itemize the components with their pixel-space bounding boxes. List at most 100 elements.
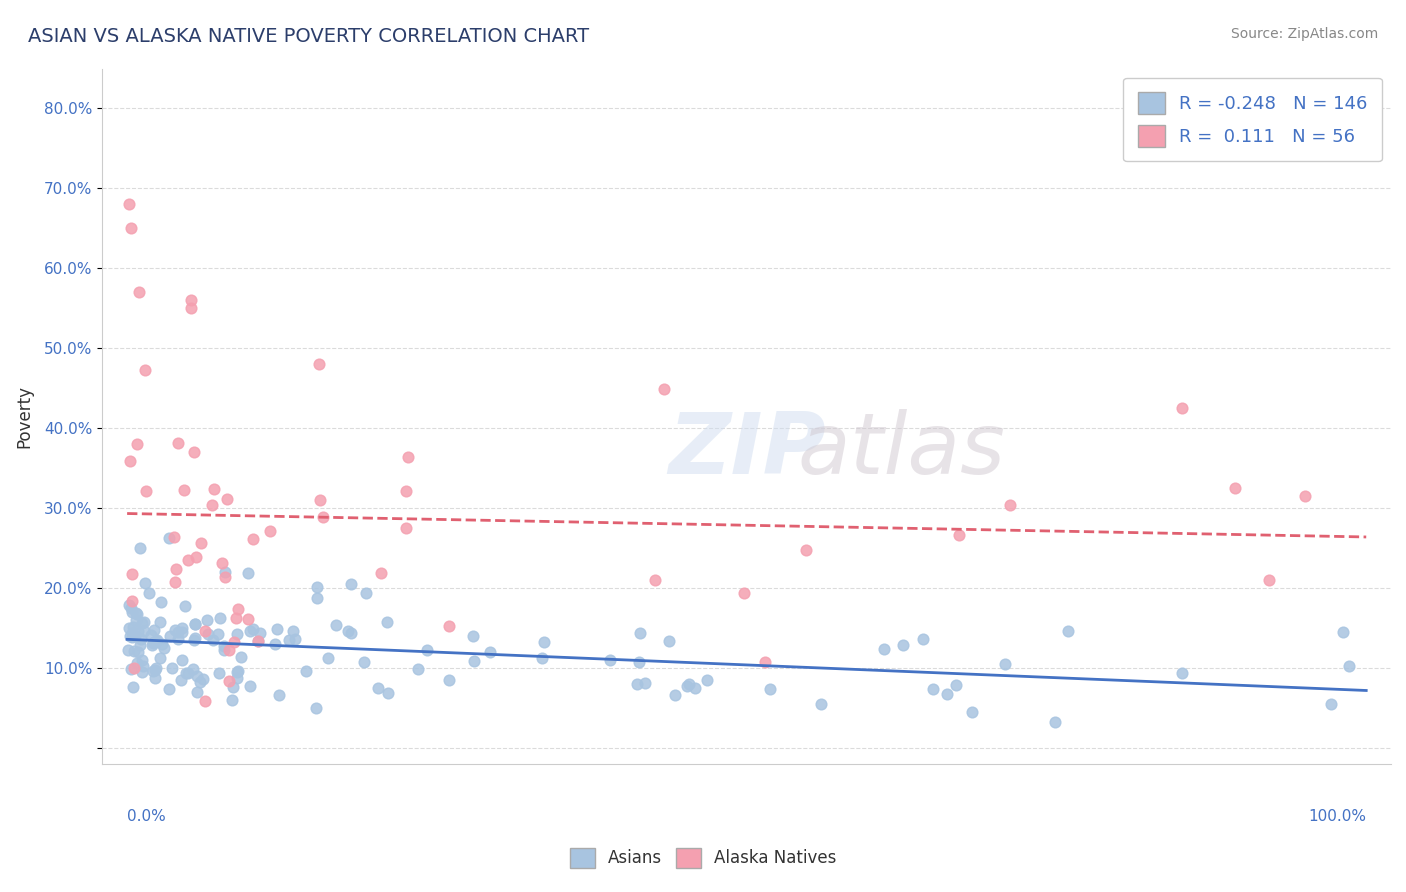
Point: [644, 573, 666, 587]
Point: [118, 454, 141, 468]
Point: [316, 651, 339, 665]
Point: [266, 622, 288, 636]
Point: [159, 629, 181, 643]
Point: [118, 621, 141, 635]
Point: [143, 624, 166, 638]
Point: [120, 600, 142, 615]
Point: [150, 595, 173, 609]
Point: [1171, 666, 1194, 681]
Point: [1223, 481, 1246, 495]
Point: [149, 650, 172, 665]
Point: [218, 643, 240, 657]
Point: [239, 679, 262, 693]
Point: [1171, 401, 1194, 416]
Legend: R = -0.248   N = 146, R =  0.111   N = 56: R = -0.248 N = 146, R = 0.111 N = 56: [1123, 78, 1382, 161]
Point: [634, 675, 657, 690]
Point: [935, 687, 957, 701]
Point: [125, 613, 148, 627]
Point: [531, 651, 554, 665]
Point: [626, 676, 648, 690]
Point: [204, 483, 226, 497]
Point: [225, 627, 247, 641]
Point: [356, 586, 378, 600]
Point: [143, 663, 166, 677]
Point: [135, 484, 157, 499]
Point: [226, 601, 249, 615]
Point: [308, 357, 330, 371]
Point: [174, 599, 197, 613]
Point: [117, 643, 139, 657]
Point: [149, 615, 172, 629]
Point: [683, 681, 706, 695]
Point: [142, 636, 165, 650]
Point: [246, 633, 269, 648]
Point: [370, 566, 392, 580]
Point: [201, 498, 224, 512]
Point: [128, 541, 150, 555]
Point: [658, 634, 681, 648]
Point: [758, 681, 780, 696]
Point: [794, 543, 817, 558]
Text: atlas: atlas: [797, 409, 1005, 492]
Point: [131, 615, 153, 630]
Point: [166, 624, 188, 639]
Point: [395, 521, 418, 535]
Point: [214, 565, 236, 579]
Point: [124, 629, 146, 643]
Point: [186, 684, 208, 698]
Point: [170, 621, 193, 635]
Point: [652, 382, 675, 396]
Point: [131, 665, 153, 680]
Point: [478, 645, 501, 659]
Point: [167, 632, 190, 647]
Point: [184, 616, 207, 631]
Point: [118, 598, 141, 612]
Point: [201, 633, 224, 648]
Point: [226, 671, 249, 685]
Point: [121, 626, 143, 640]
Point: [533, 635, 555, 649]
Point: [117, 197, 139, 211]
Point: [912, 632, 935, 647]
Point: [461, 629, 484, 643]
Point: [183, 633, 205, 648]
Point: [810, 698, 832, 712]
Text: 0.0%: 0.0%: [127, 809, 166, 824]
Point: [264, 637, 287, 651]
Point: [121, 605, 143, 619]
Text: Source: ZipAtlas.com: Source: ZipAtlas.com: [1230, 27, 1378, 41]
Point: [375, 615, 398, 629]
Point: [242, 622, 264, 636]
Point: [142, 664, 165, 678]
Point: [664, 688, 686, 702]
Point: [134, 576, 156, 591]
Point: [125, 657, 148, 671]
Point: [398, 450, 420, 464]
Point: [222, 680, 245, 694]
Point: [945, 678, 967, 692]
Point: [873, 642, 896, 657]
Point: [225, 610, 247, 624]
Point: [180, 293, 202, 308]
Point: [120, 662, 142, 676]
Point: [184, 631, 207, 645]
Point: [128, 639, 150, 653]
Point: [214, 639, 236, 653]
Point: [180, 301, 202, 316]
Point: [139, 628, 162, 642]
Point: [118, 629, 141, 643]
Point: [283, 632, 305, 646]
Point: [181, 662, 204, 676]
Point: [960, 705, 983, 719]
Text: ASIAN VS ALASKA NATIVE POVERTY CORRELATION CHART: ASIAN VS ALASKA NATIVE POVERTY CORRELATI…: [28, 27, 589, 45]
Point: [305, 701, 328, 715]
Point: [439, 673, 461, 688]
Point: [132, 615, 155, 629]
Point: [247, 634, 270, 648]
Point: [121, 630, 143, 644]
Point: [353, 655, 375, 669]
Point: [208, 611, 231, 625]
Point: [339, 626, 361, 640]
Point: [678, 677, 700, 691]
Point: [891, 638, 914, 652]
